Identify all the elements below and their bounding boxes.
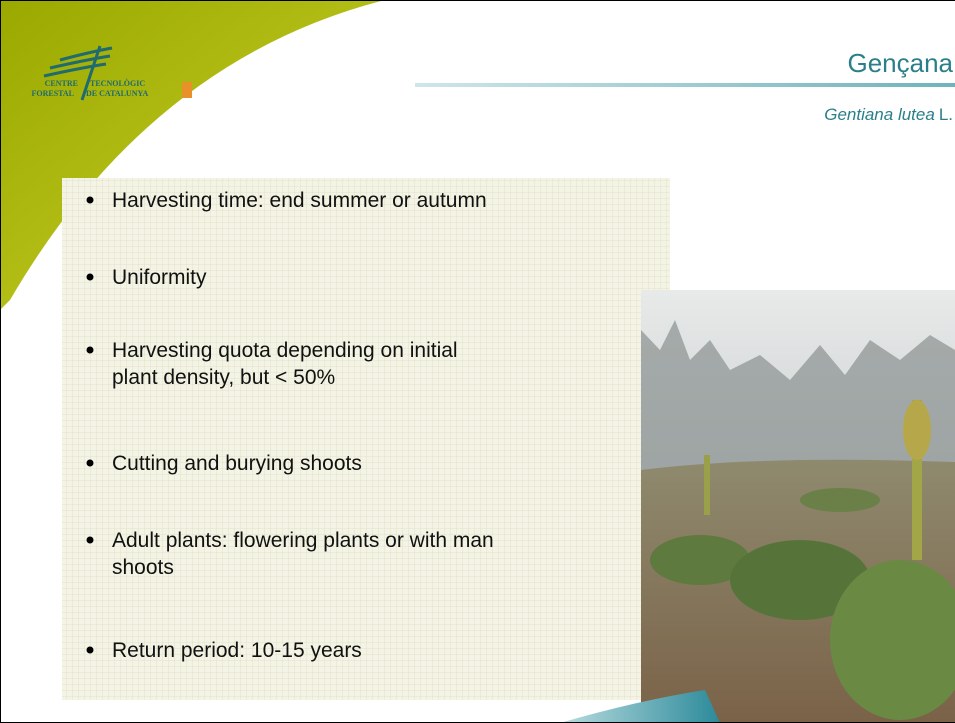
author: L.	[939, 105, 953, 124]
bullet-text: Harvesting quota depending on initial	[112, 339, 458, 362]
bullet-dot	[87, 460, 94, 467]
title: Gençana	[847, 48, 953, 78]
bullet-dot	[87, 647, 94, 654]
bullet-dot	[87, 537, 94, 544]
logo-text: DE CATALUNYA	[86, 89, 149, 98]
bullet-dot	[87, 347, 94, 354]
bullet-text: Harvesting time: end summer or autumn	[112, 189, 487, 212]
slide: CENTRE TECNOLÒGIC FORESTAL DE CATALUNYA …	[0, 0, 955, 723]
bullet-text: Return period: 10-15 years	[112, 639, 362, 662]
bullet-text: Adult plants: flowering plants or with m…	[112, 529, 494, 552]
bullet-text: Uniformity	[112, 266, 207, 289]
bullet-text: plant density, but < 50%	[112, 366, 335, 389]
bullet-dot	[87, 197, 94, 204]
bullet-text: shoots	[112, 556, 174, 579]
logo-text: TECNOLÒGIC	[90, 78, 145, 88]
bullet-dot	[87, 274, 94, 281]
logo-text: FORESTAL	[31, 89, 74, 98]
bullet-panel	[62, 178, 670, 700]
bullet-text: Cutting and burying shoots	[112, 452, 362, 475]
title-rule	[415, 83, 955, 87]
logo-text: CENTRE	[45, 79, 78, 88]
species: Gentiana lutea	[824, 105, 935, 124]
photo	[641, 290, 955, 723]
